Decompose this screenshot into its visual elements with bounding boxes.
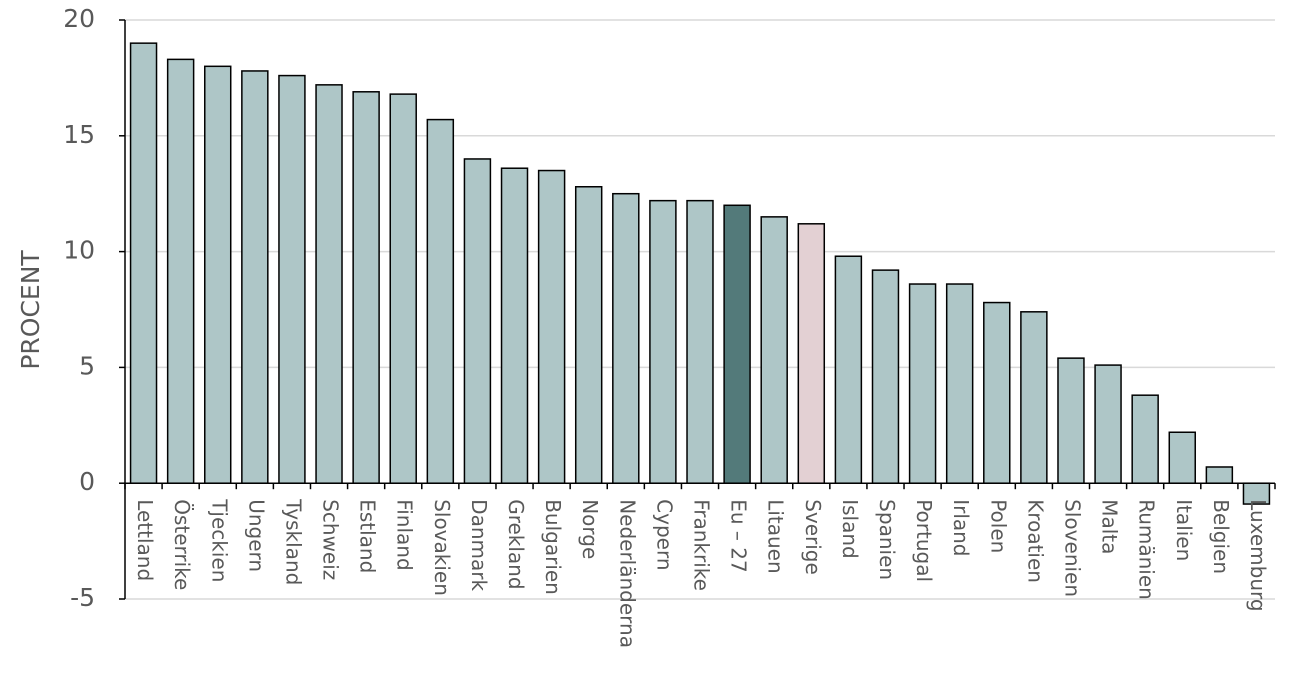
x-tick-label: Bulgarien <box>541 499 565 595</box>
x-tick-label: Spanien <box>875 499 899 580</box>
bar <box>166 58 195 484</box>
x-tick-label: Tjeckien <box>207 498 231 582</box>
bar <box>129 42 158 484</box>
x-tick-label: Malta <box>1098 499 1122 554</box>
bar <box>241 70 269 484</box>
x-tick-label: Estland <box>356 499 380 573</box>
bar <box>871 269 900 484</box>
bar <box>1205 466 1234 484</box>
bar <box>1168 431 1196 484</box>
x-tick-label: Island <box>838 499 862 559</box>
bar <box>500 167 529 484</box>
x-tick-label: Litauen <box>764 499 788 573</box>
bar <box>908 283 937 484</box>
bar <box>1057 357 1085 484</box>
y-tick-label: 10 <box>63 236 95 265</box>
bar <box>983 301 1011 484</box>
x-tick-label: Frankrike <box>690 499 714 591</box>
x-tick-label: Finland <box>393 499 417 570</box>
bar <box>1094 364 1122 484</box>
bar <box>649 199 677 484</box>
x-tick-label: Kroatien <box>1023 499 1047 583</box>
x-tick-label: Polen <box>986 499 1010 553</box>
x-tick-label: Slovakien <box>430 499 454 596</box>
bar <box>204 65 232 484</box>
bar <box>723 204 751 484</box>
x-tick-label: Luxemburg <box>1246 499 1270 611</box>
bar <box>612 192 640 484</box>
y-axis-title: PROCENT <box>16 250 45 370</box>
y-tick-label: 5 <box>79 351 95 380</box>
x-tick-label: Nederländerna <box>615 499 639 648</box>
bar <box>352 91 380 484</box>
bar <box>1131 394 1159 484</box>
x-tick-label: Grekland <box>504 499 528 589</box>
x-tick-label: Danmark <box>467 499 491 591</box>
bar <box>834 255 863 484</box>
x-tick-label: Ungern <box>244 499 268 572</box>
y-tick-label: 0 <box>79 467 95 496</box>
bar <box>278 74 306 484</box>
x-tick-label: Rumänien <box>1135 499 1159 600</box>
y-tick-label: -5 <box>70 583 95 612</box>
bar <box>537 169 566 484</box>
x-tick-label: Schweiz <box>319 499 343 580</box>
x-tick-label: Irland <box>949 499 973 556</box>
bar <box>1020 311 1048 484</box>
x-tick-label: Sverige <box>801 499 825 575</box>
y-tick-label: 15 <box>63 120 95 149</box>
x-tick-label: Norge <box>578 499 602 559</box>
x-tick-label: Slovenien <box>1060 499 1084 597</box>
x-tick-label: Belgien <box>1209 499 1233 574</box>
bar <box>426 118 455 484</box>
bar <box>463 158 492 484</box>
bar <box>797 223 826 484</box>
x-tick-label: Portugal <box>912 499 936 582</box>
x-tick-label: Cypern <box>652 499 676 570</box>
bar <box>760 216 788 484</box>
y-tick-label: 20 <box>63 4 95 33</box>
bar <box>686 199 714 484</box>
bar <box>945 283 974 484</box>
bar <box>315 84 343 484</box>
x-tick-label: Italien <box>1172 499 1196 561</box>
x-tick-label: Österrike <box>170 499 194 590</box>
x-tick-label: Eu – 27 <box>727 499 751 572</box>
bar <box>574 186 603 484</box>
bar <box>389 93 417 484</box>
x-tick-label: Lettland <box>133 499 157 581</box>
x-tick-label: Tyskland <box>281 498 305 585</box>
